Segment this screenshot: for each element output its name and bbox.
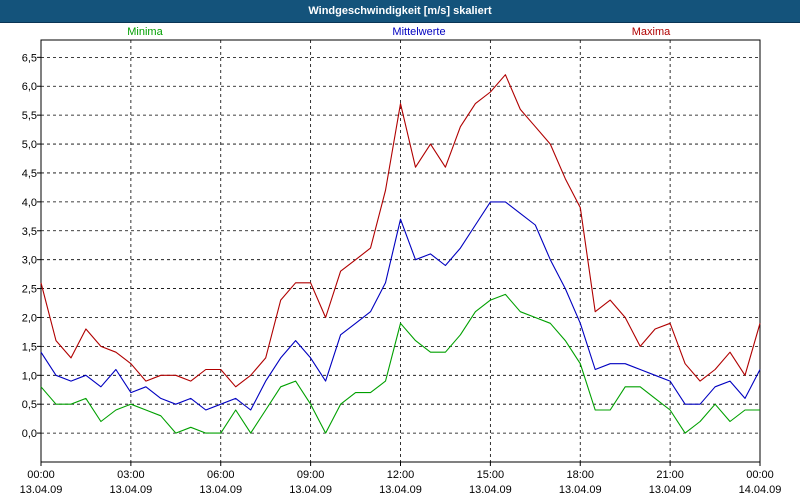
x-tick-time: 09:00 (297, 469, 325, 481)
x-tick-date: 13.04.09 (20, 484, 63, 496)
x-tick-time: 00:00 (27, 469, 55, 481)
series-line-mittelwerte (40, 201, 761, 411)
y-tick-label: 6,5 (22, 52, 37, 64)
x-tick-time: 12:00 (387, 469, 415, 481)
x-tick-time: 18:00 (566, 469, 594, 481)
y-tick-label: 2,0 (22, 312, 37, 324)
y-tick-label: 6,0 (22, 81, 37, 93)
y-tick-label: 5,5 (22, 110, 37, 122)
y-tick-label: 3,0 (22, 255, 37, 267)
x-tick-date: 13.04.09 (559, 484, 602, 496)
y-tick-label: 4,0 (22, 197, 37, 209)
y-tick-label: 1,5 (22, 341, 37, 353)
x-tick-time: 03:00 (117, 469, 145, 481)
x-tick-time: 21:00 (656, 469, 684, 481)
y-tick-label: 5,0 (22, 139, 37, 151)
x-tick-date: 13.04.09 (469, 484, 512, 496)
x-tick-date: 14.04.09 (739, 484, 782, 496)
x-tick-date: 13.04.09 (289, 484, 332, 496)
y-tick-label: 4,5 (22, 168, 37, 180)
y-tick-label: 0,5 (22, 399, 37, 411)
x-tick-date: 13.04.09 (109, 484, 152, 496)
series-line-maxima (40, 74, 761, 388)
legend-label-minima: Minima (127, 26, 163, 38)
x-tick-date: 13.04.09 (199, 484, 242, 496)
y-tick-label: 0,0 (22, 428, 37, 440)
legend-label-maxima: Maxima (632, 26, 671, 38)
y-tick-label: 2,5 (22, 284, 37, 296)
x-tick-date: 13.04.09 (649, 484, 692, 496)
x-tick-time: 15:00 (477, 469, 505, 481)
legend-label-mittelwerte: Mittelwerte (392, 26, 445, 38)
chart-title: Windgeschwindigkeit [m/s] skaliert (0, 0, 800, 23)
y-tick-label: 1,0 (22, 370, 37, 382)
x-tick-date: 13.04.09 (379, 484, 422, 496)
y-tick-label: 3,5 (22, 226, 37, 238)
x-tick-time: 00:00 (746, 469, 774, 481)
x-tick-time: 06:00 (207, 469, 235, 481)
series-line-minima (40, 293, 760, 434)
